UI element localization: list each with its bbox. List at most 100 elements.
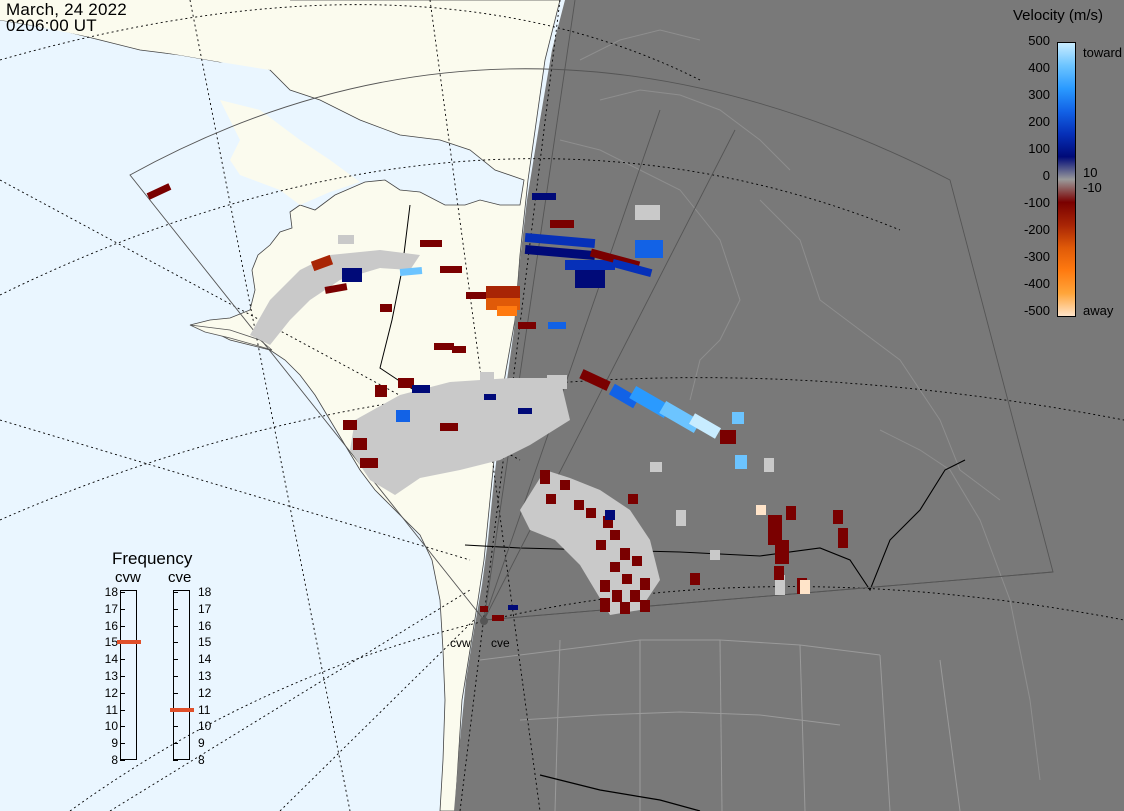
cve-freq-label: 18 xyxy=(198,585,212,599)
cvw-freq-tick xyxy=(120,726,125,728)
cvw-freq-label: 14 xyxy=(104,652,118,667)
velocity-cell xyxy=(628,494,638,504)
velocity-cell xyxy=(398,378,414,388)
velocity-cell xyxy=(342,268,362,282)
land-alaska xyxy=(0,0,561,811)
night-coastlines xyxy=(559,29,1041,781)
velocity-cell xyxy=(480,606,488,612)
cve-freq-tick xyxy=(173,726,178,728)
velocity-cell xyxy=(786,506,796,520)
velocity-cell xyxy=(565,260,615,270)
cvw-freq-tick xyxy=(120,760,125,761)
velocity-cell xyxy=(532,193,556,200)
velocity-cell xyxy=(620,602,630,614)
cvw-freq-label: 16 xyxy=(104,618,118,633)
velocity-cell xyxy=(768,515,782,545)
velocity-cell xyxy=(640,600,650,612)
velocity-cell xyxy=(524,232,596,249)
radar-site-marker xyxy=(480,617,488,625)
velocity-tick-label: 10 xyxy=(1083,165,1098,180)
velocity-cell xyxy=(548,322,566,329)
velocity-cell xyxy=(324,283,348,294)
velocity-cell xyxy=(720,430,736,444)
cvw-freq-label: 11 xyxy=(105,702,118,717)
cve-freq-label: 11 xyxy=(198,702,211,717)
cve-frequency-box xyxy=(173,590,190,760)
velocity-cell xyxy=(838,528,848,548)
cvw-freq-label: 10 xyxy=(104,719,118,734)
velocity-cell xyxy=(632,556,642,566)
political-borders xyxy=(479,639,961,811)
velocity-cell xyxy=(399,267,423,276)
cve-freq-label: 10 xyxy=(198,719,212,734)
velocity-cell xyxy=(353,438,367,450)
velocity-cell xyxy=(629,385,671,419)
velocity-cell xyxy=(611,258,653,278)
land-peninsula xyxy=(189,324,273,351)
cve-freq-label: 8 xyxy=(198,753,205,767)
cvw-frequency-box xyxy=(120,590,137,760)
cvw-freq-label: 18 xyxy=(104,585,118,599)
velocity-cell xyxy=(579,369,611,391)
cve-freq-tick xyxy=(173,642,178,644)
velocity-cell xyxy=(550,220,574,228)
velocity-cell xyxy=(612,590,622,602)
velocity-cell xyxy=(486,286,520,298)
cvw-freq-tick xyxy=(120,608,125,610)
cvw-column-label: cvw xyxy=(115,569,141,586)
velocity-cell xyxy=(833,510,843,524)
cve-freq-label: 9 xyxy=(198,736,205,751)
cve-freq-label: 13 xyxy=(198,669,212,683)
velocity-cell xyxy=(466,292,486,299)
cve-freq-label: 14 xyxy=(198,652,212,667)
cve-freq-tick xyxy=(173,760,178,761)
cve-column-label: cve xyxy=(168,569,192,586)
velocity-tick-label: 0 xyxy=(1042,168,1050,183)
velocity-cell xyxy=(524,244,596,261)
land-alaska-upper xyxy=(220,100,360,205)
velocity-cell xyxy=(412,385,430,393)
velocity-tick-label: 100 xyxy=(1028,141,1050,156)
mexico-border xyxy=(539,774,701,811)
velocity-cell xyxy=(343,420,357,430)
velocity-cell xyxy=(800,580,810,594)
gray-scatter-cells xyxy=(250,205,785,615)
velocity-cell xyxy=(775,540,789,564)
velocity-cell xyxy=(659,400,701,434)
velocity-legend-title: Velocity (m/s) xyxy=(1013,7,1104,24)
velocity-cell xyxy=(560,480,570,490)
velocity-cell xyxy=(146,183,172,200)
velocity-cell xyxy=(492,615,504,621)
cve-freq-tick xyxy=(173,676,178,677)
velocity-cell xyxy=(396,410,410,422)
velocity-cell xyxy=(620,548,630,560)
velocity-cell xyxy=(540,470,550,484)
velocity-cell xyxy=(774,566,784,580)
velocity-tick-label: -300 xyxy=(1023,249,1050,264)
cvw-freq-tick xyxy=(120,692,125,694)
velocity-cell xyxy=(635,240,663,258)
velocity-tick-label: 500 xyxy=(1028,33,1050,48)
land-north-west xyxy=(0,0,300,70)
cve-freq-tick xyxy=(173,692,178,694)
cvw-freq-label: 12 xyxy=(104,685,118,700)
velocity-cell xyxy=(732,412,744,424)
velocity-tick-label: -100 xyxy=(1023,195,1050,210)
velocity-cell xyxy=(420,240,442,247)
cve-freq-label: 15 xyxy=(198,635,212,650)
velocity-tick-label: -10 xyxy=(1083,180,1102,195)
velocity-cell xyxy=(689,413,721,439)
away-label: away xyxy=(1083,303,1114,318)
velocity-cell xyxy=(575,270,605,288)
velocity-cell xyxy=(508,605,518,610)
site-label-cve: cve xyxy=(491,636,510,650)
velocity-tick-label: -200 xyxy=(1023,222,1050,237)
velocity-cell xyxy=(546,494,556,504)
velocity-cell xyxy=(440,423,458,431)
velocity-cells xyxy=(146,183,848,621)
velocity-cell xyxy=(574,500,584,510)
velocity-cell xyxy=(375,385,387,397)
cvw-freq-tick xyxy=(120,709,125,711)
velocity-cell xyxy=(440,266,462,273)
cvw-freq-label: 17 xyxy=(104,601,118,616)
